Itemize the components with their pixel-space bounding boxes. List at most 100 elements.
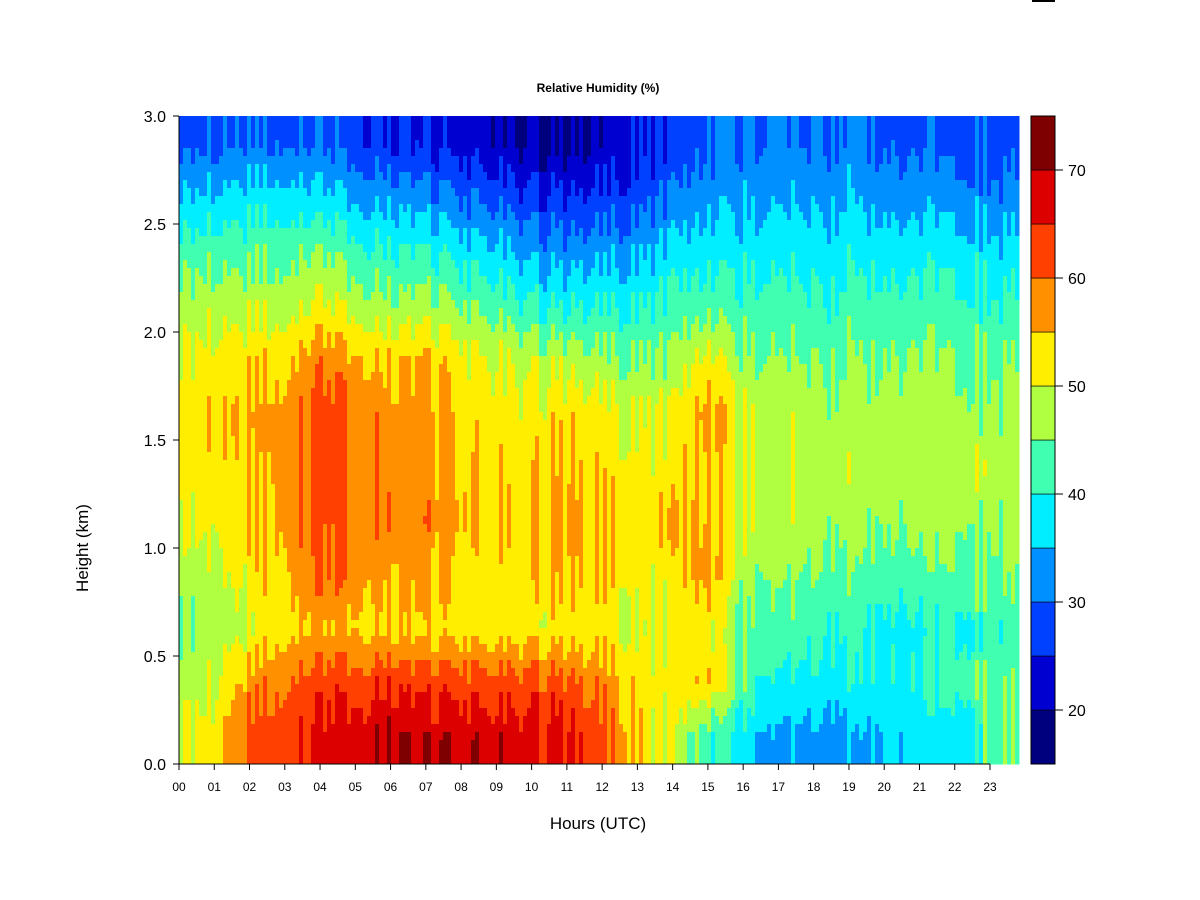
heatmap-cell xyxy=(419,404,424,413)
heatmap-cell xyxy=(287,428,292,437)
heatmap-cell xyxy=(339,412,344,421)
heatmap-cell xyxy=(339,156,344,165)
heatmap-cell xyxy=(351,276,356,285)
heatmap-cell xyxy=(307,668,312,677)
heatmap-cell xyxy=(363,668,368,677)
heatmap-cell xyxy=(223,524,228,533)
heatmap-cell xyxy=(395,116,400,125)
heatmap-cell xyxy=(235,500,240,509)
heatmap-cell xyxy=(363,724,368,733)
heatmap-cell xyxy=(271,676,276,685)
heatmap-cell xyxy=(315,252,320,261)
heatmap-cell xyxy=(403,588,408,597)
heatmap-cell xyxy=(319,708,324,717)
heatmap-cell xyxy=(231,700,236,709)
heatmap-cell xyxy=(399,124,404,133)
heatmap-cell xyxy=(303,444,308,453)
heatmap-cell xyxy=(343,212,348,221)
heatmap-cell xyxy=(247,732,252,741)
heatmap-cell xyxy=(375,268,380,277)
heatmap-cell xyxy=(315,492,320,501)
heatmap-cell xyxy=(303,484,308,493)
heatmap-cell xyxy=(383,692,388,701)
heatmap-cell xyxy=(375,692,380,701)
heatmap-cell xyxy=(283,220,288,229)
heatmap-cell xyxy=(315,372,320,381)
heatmap-cell xyxy=(351,748,356,757)
heatmap-cell xyxy=(203,172,208,181)
heatmap-cell xyxy=(415,492,420,501)
heatmap-cell xyxy=(335,284,340,293)
heatmap-cell xyxy=(347,740,352,749)
heatmap-cell xyxy=(247,636,252,645)
heatmap-cell xyxy=(407,332,412,341)
heatmap-cell xyxy=(207,188,212,197)
heatmap-cell xyxy=(379,388,384,397)
heatmap-cell xyxy=(295,372,300,381)
heatmap-cell xyxy=(383,132,388,141)
heatmap-cell xyxy=(231,396,236,405)
heatmap-cell xyxy=(227,380,232,389)
heatmap-cell xyxy=(415,628,420,637)
heatmap-cell xyxy=(347,652,352,661)
heatmap-cell xyxy=(339,596,344,605)
heatmap-cell xyxy=(215,612,220,621)
heatmap-cell xyxy=(191,228,196,237)
heatmap-cell xyxy=(283,228,288,237)
heatmap-cell xyxy=(203,380,208,389)
heatmap-cell xyxy=(251,604,256,613)
heatmap-cell xyxy=(199,532,204,541)
heatmap-cell xyxy=(191,652,196,661)
heatmap-cell xyxy=(279,716,284,725)
heatmap-cell xyxy=(235,404,240,413)
heatmap-cell xyxy=(275,684,280,693)
heatmap-cell xyxy=(207,748,212,757)
heatmap-cell xyxy=(275,676,280,685)
heatmap-cell xyxy=(311,212,316,221)
heatmap-cell xyxy=(311,412,316,421)
heatmap-cell xyxy=(407,324,412,333)
heatmap-cell xyxy=(231,164,236,173)
heatmap-cell xyxy=(311,556,316,565)
heatmap-cell xyxy=(215,700,220,709)
heatmap-cell xyxy=(215,732,220,741)
heatmap-cell xyxy=(387,180,392,189)
heatmap-cell xyxy=(311,316,316,325)
heatmap-cell xyxy=(279,724,284,733)
heatmap-cell xyxy=(351,228,356,237)
heatmap-cell xyxy=(219,332,224,341)
heatmap-cell xyxy=(379,700,384,709)
heatmap-cell xyxy=(203,316,208,325)
heatmap-cell xyxy=(327,156,332,165)
heatmap-cell xyxy=(399,628,404,637)
heatmap-cell xyxy=(191,700,196,709)
heatmap-cell xyxy=(295,740,300,749)
heatmap-cell xyxy=(331,732,336,741)
heatmap-cell xyxy=(179,260,184,269)
heatmap-cell xyxy=(311,284,316,293)
heatmap-cell xyxy=(283,756,288,765)
heatmap-cell xyxy=(423,228,428,237)
heatmap-cell xyxy=(311,132,316,141)
heatmap-cell xyxy=(243,628,248,637)
heatmap-cell xyxy=(399,756,404,765)
heatmap-cell xyxy=(323,300,328,309)
heatmap-cell xyxy=(271,188,276,197)
heatmap-cell xyxy=(187,284,192,293)
heatmap-cell xyxy=(191,236,196,245)
heatmap-cell xyxy=(315,196,320,205)
heatmap-cell xyxy=(307,356,312,365)
heatmap-cell xyxy=(383,172,388,181)
heatmap-cell xyxy=(319,676,324,685)
heatmap-cell xyxy=(291,572,296,581)
heatmap-cell xyxy=(335,228,340,237)
heatmap-cell xyxy=(315,244,320,253)
heatmap-cell xyxy=(319,756,324,765)
heatmap-cell xyxy=(251,716,256,725)
heatmap-cell xyxy=(391,756,396,765)
heatmap-cell xyxy=(295,164,300,173)
heatmap-cell xyxy=(207,492,212,501)
heatmap-cell xyxy=(187,628,192,637)
heatmap-cell xyxy=(403,508,408,517)
heatmap-cell xyxy=(311,364,316,373)
